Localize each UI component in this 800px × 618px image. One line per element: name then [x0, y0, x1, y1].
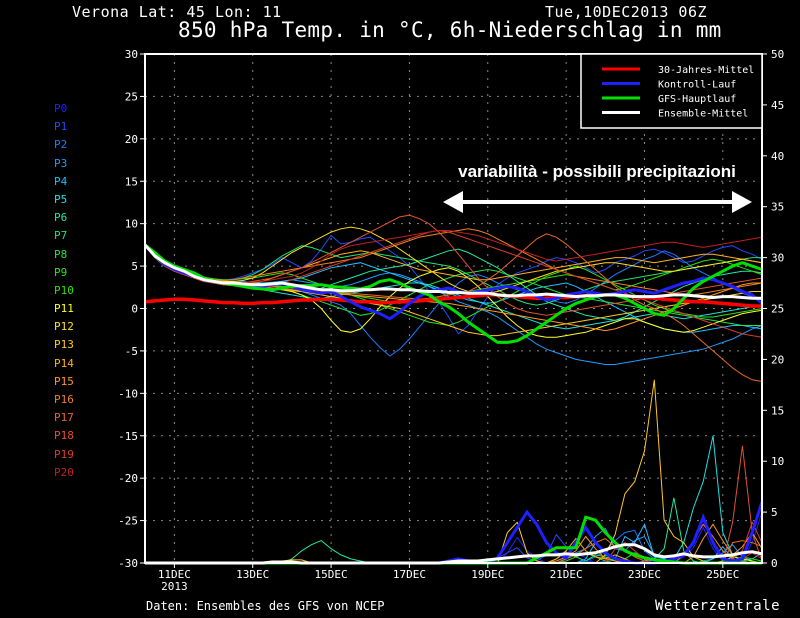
x-tick-label: 25DEC: [706, 568, 739, 581]
temp-line-p20: [144, 230, 763, 284]
temp-line-p17: [144, 233, 763, 382]
member-label-p3: P3: [54, 156, 68, 170]
legend-label: GFS-Hauptlauf: [658, 94, 736, 105]
member-label-p4: P4: [54, 174, 68, 188]
x-tick-label: 13DEC: [236, 568, 269, 581]
temp-line-climatology: [144, 293, 762, 308]
legend-label: Kontroll-Lauf: [658, 80, 736, 91]
y-left-tick-label: 30: [125, 48, 138, 61]
arrow-right-icon: [732, 191, 752, 213]
member-label-p6: P6: [54, 211, 68, 225]
chart-title: 850 hPa Temp. in °C, 6h-Niederschlag in …: [178, 18, 722, 42]
x-tick-label: 23DEC: [628, 568, 661, 581]
y-left-tick-label: -5: [125, 345, 138, 358]
member-label-p1: P1: [54, 120, 68, 134]
member-label-p13: P13: [54, 338, 74, 352]
chart-legend: 30-Jahres-Mittel Kontroll-Lauf GFS-Hauptla…: [580, 53, 763, 129]
y-right-tick-label: 0: [771, 557, 778, 570]
location-header: Verona Lat: 45 Lon: 11: [72, 3, 282, 21]
y-left-tick-label: 10: [125, 218, 138, 231]
y-left-tick-label: -25: [118, 515, 138, 528]
member-label-p18: P18: [54, 429, 74, 443]
member-label-p10: P10: [54, 283, 74, 297]
y-left-tick-label: 0: [131, 303, 138, 316]
member-label-p5: P5: [54, 192, 68, 206]
annotation: variabilità - possibili precipitazioni: [443, 162, 752, 213]
member-label-p11: P11: [54, 302, 74, 316]
grid: [145, 54, 762, 563]
x-tick-sublabel: 2013: [161, 580, 188, 593]
precip-line-p18: [145, 445, 763, 564]
x-tick-label: 19DEC: [471, 568, 504, 581]
temp-line-p12: [144, 226, 763, 294]
precip-line-p5: [145, 435, 762, 564]
y-right-tick-label: 5: [771, 506, 778, 519]
run-datetime: Tue,10DEC2013 06Z: [545, 3, 708, 21]
precip-member-lines: [145, 379, 763, 564]
temp-line-p7: [144, 244, 762, 306]
y-left-tick-label: 5: [131, 260, 138, 273]
temp-line-p1: [144, 234, 763, 335]
y-left-tick-label: -10: [118, 387, 138, 400]
x-tick-label: 15DEC: [315, 568, 348, 581]
y-right-tick-label: 40: [771, 150, 784, 163]
y-right-tick-label: 35: [771, 201, 784, 214]
y-right-tick-label: 50: [771, 48, 784, 61]
brand-label: Wetterzentrale: [655, 598, 781, 614]
y-axis-left: 30 25 20 15 10 5 0 -5 -10 -15 -20 -25 -30: [118, 48, 145, 570]
legend-label: 30-Jahres-Mittel: [658, 65, 754, 76]
x-tick-label: 21DEC: [550, 568, 583, 581]
precip-line-control: [145, 501, 764, 565]
member-label-p19: P19: [54, 447, 74, 461]
precip-line-p2: [145, 529, 762, 564]
y-right-tick-label: 15: [771, 404, 784, 417]
legend-box: [580, 53, 763, 129]
y-left-tick-label: 15: [125, 175, 138, 188]
x-tick-label: 17DEC: [393, 568, 426, 581]
member-label-p8: P8: [54, 247, 68, 261]
precip-line-p6: [145, 497, 762, 564]
member-label-p7: P7: [54, 229, 68, 243]
y-left-tick-label: -30: [118, 557, 138, 570]
y-right-tick-label: 30: [771, 252, 784, 265]
y-right-tick-label: 10: [771, 455, 784, 468]
y-left-tick-label: 25: [125, 90, 138, 103]
temp-line-p9: [144, 244, 763, 327]
member-legend: P0 P1 P2 P3 P4 P5 P6 P7 P8 P9 P10 P11 P12 P13 P14 P15 P1…: [54, 100, 74, 482]
member-label-p17: P17: [54, 411, 74, 425]
temp-line-gfs-main: [144, 243, 763, 344]
data-source-note: Daten: Ensembles des GFS von NCEP: [146, 599, 385, 613]
member-label-p14: P14: [54, 356, 74, 370]
member-label-p9: P9: [54, 265, 68, 279]
precip-line-p13: [145, 379, 762, 564]
y-right-tick-label: 20: [771, 353, 784, 366]
member-label-p20: P20: [54, 465, 74, 479]
temp-line-ensemble-mean: [143, 243, 762, 300]
member-label-p2: P2: [54, 138, 68, 152]
member-label-p16: P16: [54, 393, 74, 406]
member-label-p0: P0: [54, 102, 68, 115]
member-label-p15: P15: [54, 374, 74, 388]
legend-label: Ensemble-Mittel: [658, 109, 748, 120]
arrow-left-icon: [443, 191, 463, 213]
y-left-tick-label: -15: [118, 430, 138, 443]
y-right-tick-label: 25: [771, 303, 784, 316]
y-left-tick-label: 20: [125, 133, 138, 146]
x-tick-label: 11DEC: [158, 568, 191, 581]
member-label-p12: P12: [54, 320, 74, 334]
y-right-tick-label: 45: [771, 99, 784, 112]
y-left-tick-label: -20: [118, 472, 138, 485]
annotation-text: variabilità - possibili precipitazioni: [458, 162, 736, 181]
